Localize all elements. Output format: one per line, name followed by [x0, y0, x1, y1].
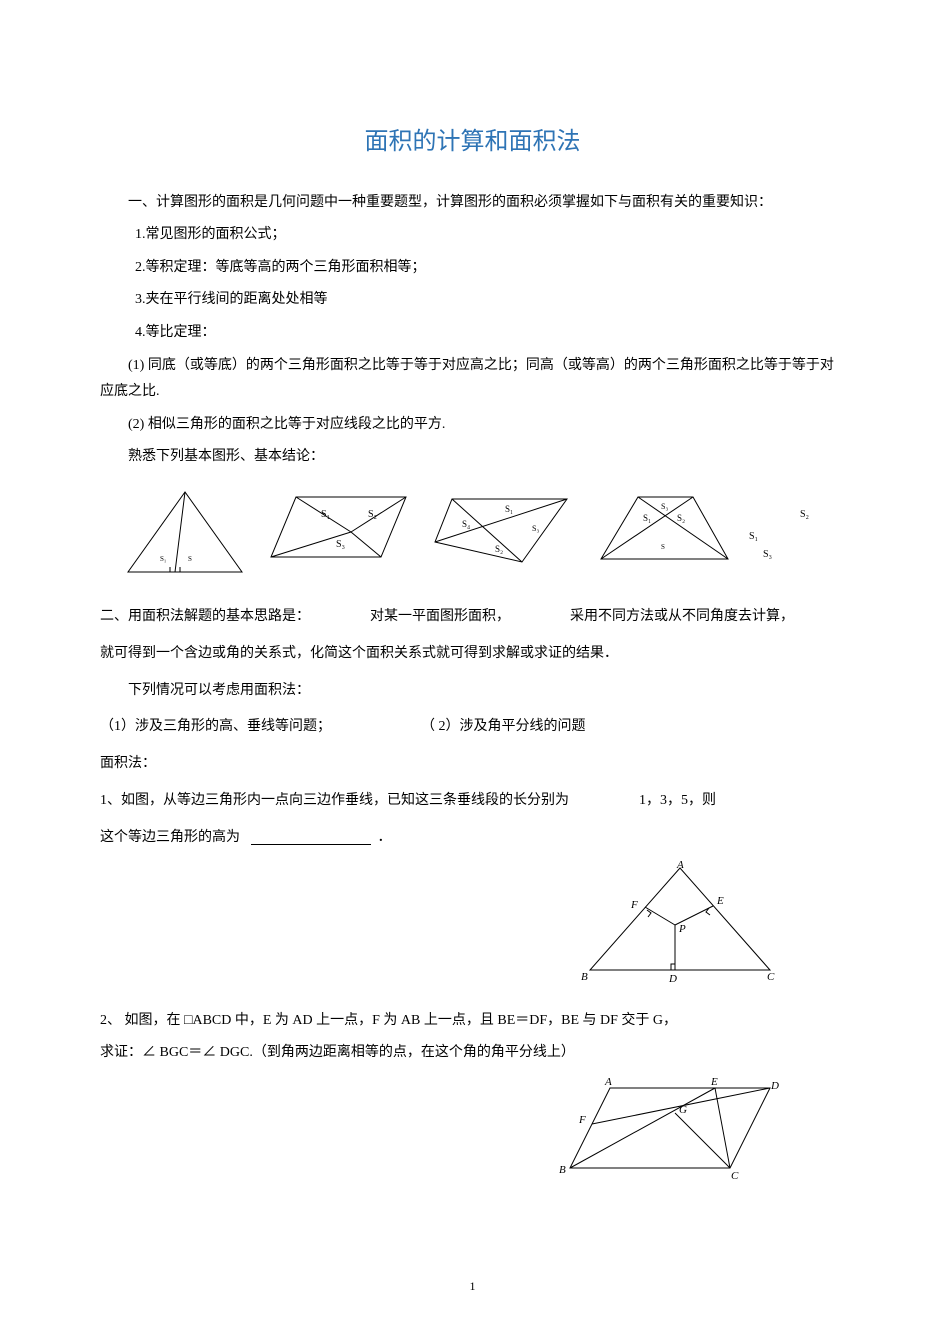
fig2-s3-label: S₃ [336, 539, 345, 550]
fig5-s2-label: S₂ [800, 507, 809, 523]
fig1-s1-label: S₁ [160, 555, 166, 563]
page-title: 面积的计算和面积法 [100, 120, 845, 166]
figure-1: S₁ S [120, 487, 250, 582]
figure-2: S₁ S₂ S₃ [266, 487, 411, 567]
figure-5: S₂ S₁ S₃ [749, 487, 809, 567]
problem-2-line1: 2、 如图，在 □ABCD 中，E 为 AD 上一点，F 为 AB 上一点，且 … [100, 1008, 845, 1035]
p2-label-A: A [604, 1076, 612, 1088]
ratio-rule-2: (2) 相似三角形的面积之比等于对应线段之比的平方. [100, 412, 845, 439]
fig3-s2-label: S₂ [495, 544, 503, 554]
problem-1-line2: 这个等边三角形的高为 ． [100, 823, 845, 854]
knowledge-item-3: 3.夹在平行线间的距离处处相等 [100, 287, 845, 314]
answer-blank [251, 830, 371, 845]
fig4-s2-label: S₂ [677, 513, 685, 523]
knowledge-item-1: 1.常见图形的面积公式； [100, 222, 845, 249]
fig5-s3-label: S₃ [763, 547, 772, 563]
p1-label-D: D [668, 973, 677, 985]
sec2-line1: 二、用面积法解题的基本思路是： 对某一平面图形面积， 采用不同方法或从不同角度去计算… [100, 602, 845, 633]
ratio-rule-1: (1) 同底（或等底）的两个三角形面积之比等于等于对应高之比；同高（或等高）的两… [100, 353, 845, 406]
problem-2-line2: 求证：∠ BGC＝∠ DGC.（到角两边距离相等的点，在这个角的角平分线上） [100, 1040, 845, 1067]
familiar-text: 熟悉下列基本图形、基本结论： [100, 444, 845, 471]
problem-1-figure: A B C D E F P [100, 860, 845, 990]
fig3-s4-label: S₄ [462, 519, 470, 529]
problem-2-figure: A E D F G B C [100, 1073, 845, 1188]
p1-label-C: C [767, 971, 775, 983]
sec2-a: 二、用面积法解题的基本思路是： [100, 609, 310, 624]
fig2-s1-label: S₁ [321, 509, 330, 520]
p1-label-P: P [678, 923, 686, 935]
figure-4: S₃ S₁ S₂ S [593, 487, 733, 572]
p1-label-A: A [676, 860, 684, 871]
p1-label-F: F [630, 899, 638, 911]
section-2: 二、用面积法解题的基本思路是： 对某一平面图形面积， 采用不同方法或从不同角度去计算… [100, 602, 845, 854]
problem-1-line1: 1、如图，从等边三角形内一点向三边作垂线，已知这三条垂线段的长分别为 1，3，5，… [100, 786, 845, 817]
p1-label-B: B [581, 971, 588, 983]
p1-d: ． [378, 830, 392, 845]
fig1-s2-label: S [188, 555, 192, 563]
p2-label-E: E [710, 1076, 718, 1088]
knowledge-item-4: 4.等比定理： [100, 320, 845, 347]
fig4-s1-label: S₁ [643, 513, 651, 523]
sec2-line2: 就可得到一个含边或角的关系式，化简这个面积关系式就可得到求解或求证的结果． [100, 639, 845, 670]
p2-label-D: D [770, 1080, 779, 1092]
case-1: （1）涉及三角形的高、垂线等问题； [100, 719, 331, 734]
knowledge-item-2: 2.等积定理：等底等高的两个三角形面积相等； [100, 255, 845, 282]
page: 面积的计算和面积法 一、计算图形的面积是几何问题中一种重要题型，计算图形的面积必… [0, 0, 945, 1338]
p2-label-F: F [578, 1114, 586, 1126]
case-2: （ 2）涉及角平分线的问题 [421, 719, 586, 734]
cases-line: （1）涉及三角形的高、垂线等问题； （ 2）涉及角平分线的问题 [100, 712, 845, 743]
sec2-b: 对某一平面图形面积， [370, 609, 510, 624]
figure-row: S₁ S S₁ S₂ S₃ [120, 487, 845, 582]
p1-c: 这个等边三角形的高为 [100, 830, 240, 845]
intro-para: 一、计算图形的面积是几何问题中一种重要题型，计算图形的面积必须掌握如下与面积有关… [100, 190, 845, 217]
p1-label-E: E [716, 895, 724, 907]
fig5-s1-label: S₁ [749, 529, 758, 545]
consider-text: 下列情况可以考虑用面积法： [100, 676, 845, 707]
figure-3: S₁ S₃ S₄ S₂ [427, 487, 577, 572]
fig3-s3r-label: S₃ [532, 524, 539, 533]
p1-a: 1、如图，从等边三角形内一点向三边作垂线，已知这三条垂线段的长分别为 [100, 793, 569, 808]
p2-label-G: G [679, 1104, 687, 1116]
p2-label-B: B [559, 1164, 566, 1176]
fig2-s2-label: S₂ [368, 509, 377, 520]
method-header: 面积法： [100, 749, 845, 780]
p2-label-C: C [731, 1170, 739, 1182]
fig4-s3-label: S₃ [661, 502, 668, 511]
p1-b: 1，3，5，则 [639, 793, 716, 808]
fig4-sx-label: S [661, 543, 665, 551]
fig3-s1-label: S₁ [505, 504, 513, 514]
sec2-c: 采用不同方法或从不同角度去计算， [570, 609, 794, 624]
page-number: 1 [0, 1275, 945, 1298]
